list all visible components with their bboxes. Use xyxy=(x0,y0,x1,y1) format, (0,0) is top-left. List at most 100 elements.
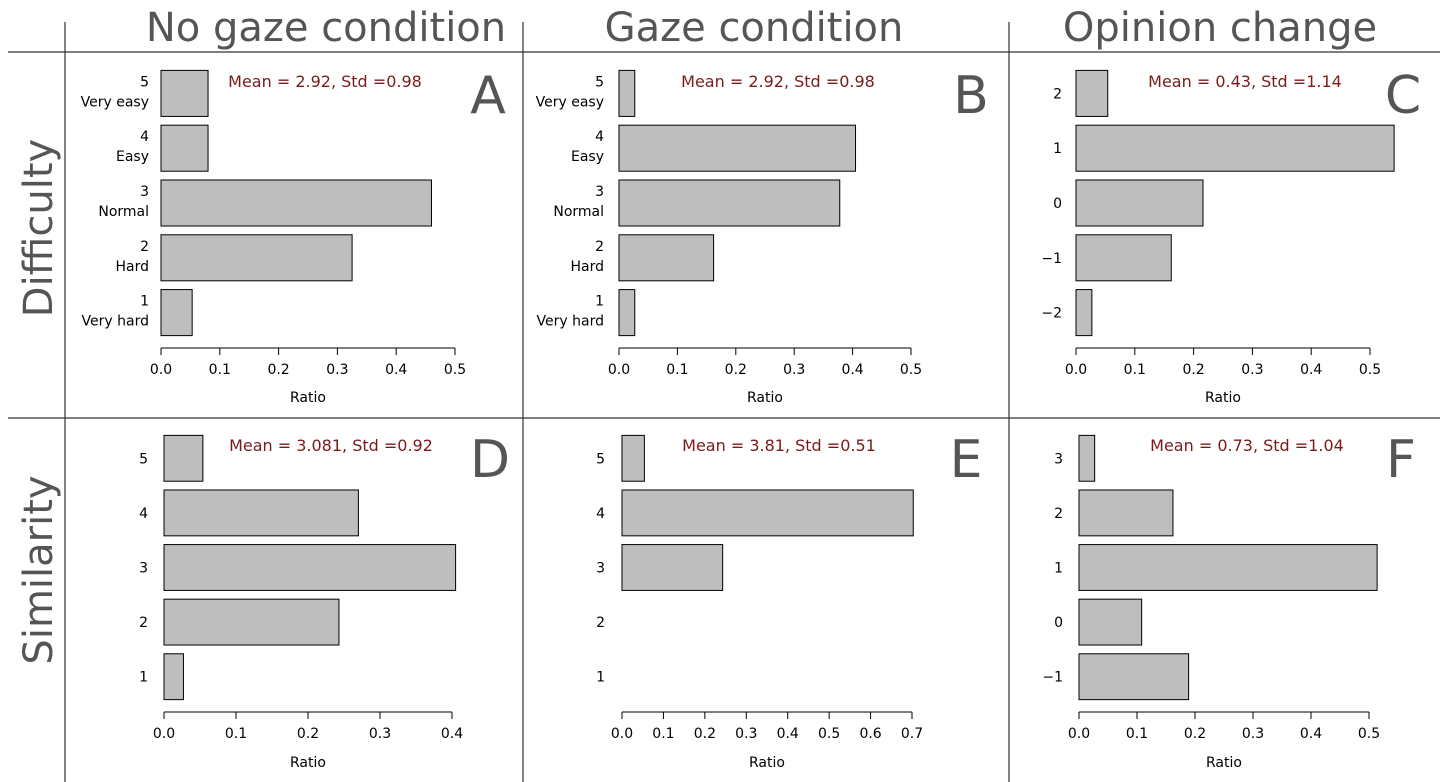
category-label: 1 xyxy=(595,294,604,310)
x-tick-label: 0.2 xyxy=(1182,362,1204,378)
x-tick-label: 0.4 xyxy=(441,726,463,742)
x-axis-label: Ratio xyxy=(290,390,326,406)
x-tick-label: 0.5 xyxy=(818,726,840,742)
stat-annotation: Mean = 0.43, Std =1.14 xyxy=(1148,72,1342,91)
x-tick-label: 0.3 xyxy=(1242,726,1264,742)
panel-letter: B xyxy=(953,66,989,126)
category-label: 4 xyxy=(139,506,148,522)
category-label: 5 xyxy=(596,451,605,467)
category-label: Normal xyxy=(553,204,604,220)
x-tick-label: 0.1 xyxy=(1126,726,1148,742)
category-label: Very easy xyxy=(81,94,149,110)
x-tick-label: 0.1 xyxy=(209,362,231,378)
stat-annotation: Mean = 2.92, Std =0.98 xyxy=(228,72,422,91)
bar xyxy=(1078,653,1190,701)
panel-b: 5 Very easy 4 Easy 3 Normal 2 Hard 1 Very hard 0.0… xyxy=(536,66,989,406)
bar xyxy=(160,124,209,172)
category-label: 4 xyxy=(140,129,149,145)
x-tick-label: 0.0 xyxy=(1065,362,1087,378)
panel-c: 2 1 0 −1 −2 0.0 0.1 0.2 0.3 0.4 0.5 Ratio Mean = 0.4… xyxy=(1041,66,1421,406)
category-label: 5 xyxy=(595,74,604,90)
bar xyxy=(160,179,432,227)
bar xyxy=(1078,544,1378,591)
panel-f: 3 2 1 0 −1 0.0 0.1 0.2 0.3 0.4 0.5 Ratio Mean = 0.73… xyxy=(1042,430,1416,771)
category-label: 2 xyxy=(1053,86,1062,102)
bar xyxy=(621,489,914,537)
category-label: 3 xyxy=(1054,451,1063,467)
category-label: Easy xyxy=(116,149,149,165)
stat-annotation: Mean = 0.73, Std =1.04 xyxy=(1150,436,1344,455)
bar xyxy=(1075,234,1172,282)
category-label: Hard xyxy=(115,259,149,275)
bar xyxy=(1078,434,1096,482)
x-tick-label: 0.4 xyxy=(841,362,863,378)
x-axis-label: Ratio xyxy=(290,755,326,771)
bar xyxy=(1075,179,1204,227)
bar xyxy=(163,489,359,537)
x-axis-label: Ratio xyxy=(1205,390,1241,406)
category-label: 2 xyxy=(139,615,148,631)
x-tick-label: 0.2 xyxy=(725,362,747,378)
stat-annotation: Mean = 3.081, Std =0.92 xyxy=(229,436,433,455)
row-header-similarity: Similarity xyxy=(16,475,62,664)
category-label: 4 xyxy=(596,506,605,522)
category-label: Very hard xyxy=(82,314,149,330)
x-axis-label: Ratio xyxy=(749,755,785,771)
bar xyxy=(163,544,457,591)
x-axis-label: Ratio xyxy=(1206,755,1242,771)
bar xyxy=(618,179,841,227)
column-header-no-gaze: No gaze condition xyxy=(146,5,506,51)
bar xyxy=(618,69,636,117)
category-label: Easy xyxy=(571,149,604,165)
x-tick-label: 0.3 xyxy=(783,362,805,378)
panel-letter: E xyxy=(950,430,983,490)
bar xyxy=(1075,69,1109,117)
x-tick-label: 0.0 xyxy=(611,726,633,742)
panel-letter: D xyxy=(470,430,510,490)
x-tick-label: 0.1 xyxy=(652,726,674,742)
category-label: 3 xyxy=(140,184,149,200)
x-tick-label: 0.5 xyxy=(1358,726,1380,742)
x-tick-label: 0.4 xyxy=(1300,726,1322,742)
stat-annotation: Mean = 2.92, Std =0.98 xyxy=(681,72,875,91)
category-label: 2 xyxy=(1054,506,1063,522)
x-tick-label: 0.2 xyxy=(267,362,289,378)
category-label: 1 xyxy=(140,294,149,310)
panel-a: 5 Very easy 4 Easy 3 Normal 2 Hard 1 Very hard 0.0… xyxy=(81,66,507,406)
category-label: −1 xyxy=(1041,251,1062,267)
bar xyxy=(1075,124,1395,172)
category-label: 3 xyxy=(595,184,604,200)
x-tick-label: 0.3 xyxy=(735,726,757,742)
bar xyxy=(160,289,193,337)
row-header-difficulty: Difficulty xyxy=(16,139,62,317)
bar xyxy=(160,69,209,117)
category-label: Very hard xyxy=(537,314,604,330)
x-tick-label: 0.3 xyxy=(369,726,391,742)
category-label: 1 xyxy=(596,670,605,686)
x-tick-label: 0.2 xyxy=(297,726,319,742)
category-label: 1 xyxy=(1054,561,1063,577)
category-label: 2 xyxy=(140,239,149,255)
x-tick-label: 0.4 xyxy=(1300,362,1322,378)
x-tick-label: 0.3 xyxy=(326,362,348,378)
x-tick-label: 0.6 xyxy=(859,726,881,742)
category-label: Normal xyxy=(98,204,149,220)
bar xyxy=(1078,598,1143,646)
panels: 5 Very easy 4 Easy 3 Normal 2 Hard 1 Very hard 0.0… xyxy=(81,66,1422,771)
category-label: 5 xyxy=(139,451,148,467)
x-tick-label: 0.2 xyxy=(694,726,716,742)
panel-letter: F xyxy=(1386,430,1416,490)
x-tick-label: 0.4 xyxy=(777,726,799,742)
category-label: 0 xyxy=(1053,196,1062,212)
bar xyxy=(1075,289,1093,337)
x-tick-label: 0.2 xyxy=(1184,726,1206,742)
bar xyxy=(160,234,353,282)
column-header-gaze: Gaze condition xyxy=(605,5,904,51)
x-tick-label: 0.5 xyxy=(444,362,466,378)
x-tick-label: 0.1 xyxy=(1124,362,1146,378)
panel-letter: A xyxy=(470,66,506,126)
x-tick-label: 0.4 xyxy=(385,362,407,378)
category-label: Very easy xyxy=(536,94,604,110)
category-label: 4 xyxy=(595,129,604,145)
x-tick-label: 0.7 xyxy=(901,726,923,742)
